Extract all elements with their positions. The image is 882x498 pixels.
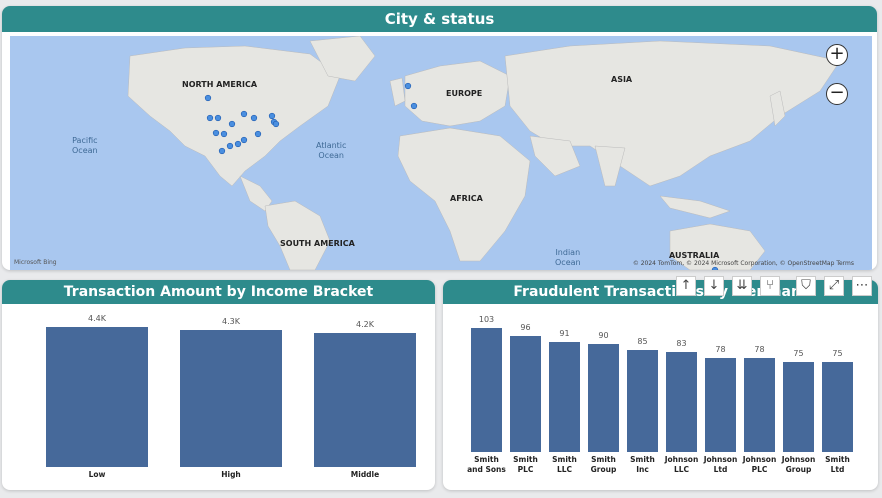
data-label: 4.3K bbox=[222, 317, 240, 327]
down-arrow-icon[interactable]: ↓ bbox=[704, 276, 724, 296]
map-visual[interactable]: City & status NO bbox=[2, 6, 877, 270]
data-label: 90 bbox=[598, 330, 609, 340]
map-point[interactable] bbox=[204, 94, 212, 102]
income-chart-title: Transaction Amount by Income Bracket bbox=[2, 280, 435, 304]
continent-label: NORTH AMERICA bbox=[182, 80, 258, 89]
data-label: 91 bbox=[559, 329, 570, 339]
bing-logo: Microsoft Bing bbox=[14, 259, 57, 266]
continent-label: ASIA bbox=[611, 75, 633, 84]
category-label: Smith PLC bbox=[513, 455, 538, 474]
category-label: Middle bbox=[350, 470, 380, 479]
map-point[interactable] bbox=[214, 114, 222, 122]
bar[interactable] bbox=[46, 327, 148, 467]
ocean-label-indian: Indian Ocean bbox=[555, 248, 581, 267]
data-label: 4.4K bbox=[88, 314, 106, 323]
map-point[interactable] bbox=[711, 266, 719, 270]
category-label: Johnson LLC bbox=[664, 455, 699, 474]
continent-label: SOUTH AMERICA bbox=[280, 239, 355, 248]
focus-icon[interactable]: ⤢ bbox=[824, 276, 844, 296]
more-icon[interactable]: ⋯ bbox=[852, 276, 872, 296]
map-point[interactable] bbox=[404, 82, 412, 90]
category-label: Johnson PLC bbox=[742, 455, 777, 474]
continent-label: AUSTRALIA bbox=[669, 251, 720, 260]
data-label: 4.2K bbox=[356, 320, 374, 330]
up-arrow-icon[interactable]: ↑ bbox=[676, 276, 696, 296]
map-point[interactable] bbox=[250, 114, 258, 122]
filter-icon[interactable]: ⛉ bbox=[796, 276, 816, 296]
map-point[interactable] bbox=[226, 142, 234, 150]
category-label: Low bbox=[88, 470, 106, 479]
continent-label: EUROPE bbox=[446, 89, 483, 98]
category-label: Johnson Group bbox=[781, 455, 816, 474]
bar[interactable] bbox=[510, 336, 541, 452]
bar[interactable] bbox=[549, 342, 580, 452]
data-label: 78 bbox=[754, 345, 765, 355]
ocean-label-pacific: Pacific Ocean bbox=[72, 136, 98, 155]
bar[interactable] bbox=[783, 361, 814, 452]
category-label: Johnson Ltd bbox=[703, 455, 738, 474]
map-point[interactable] bbox=[234, 140, 242, 148]
bar[interactable] bbox=[666, 352, 697, 452]
data-label: 78 bbox=[715, 345, 726, 355]
map-attribution[interactable]: © 2024 TomTom, © 2024 Microsoft Corporat… bbox=[632, 260, 854, 267]
fork-icon[interactable]: ⑂ bbox=[760, 276, 780, 296]
data-label: 85 bbox=[637, 336, 648, 346]
map-point[interactable] bbox=[240, 110, 248, 118]
map-point[interactable] bbox=[218, 147, 226, 155]
data-label: 103 bbox=[478, 315, 495, 324]
map-point[interactable] bbox=[212, 129, 220, 137]
ocean-label-atlantic: Atlantic Ocean bbox=[316, 141, 347, 160]
double-down-icon[interactable]: ⇊ bbox=[732, 276, 752, 296]
income-bracket-chart[interactable]: Transaction Amount by Income Bracket 4.4… bbox=[2, 280, 435, 490]
zoom-in-button[interactable]: + bbox=[826, 44, 848, 66]
bar[interactable] bbox=[314, 333, 416, 467]
category-label: Smith Ltd bbox=[825, 455, 850, 474]
fraud-merchant-chart[interactable]: Fraudulent Transactions by Merchant 103 S… bbox=[443, 280, 878, 490]
map-point[interactable] bbox=[272, 120, 280, 128]
bar[interactable] bbox=[744, 358, 775, 452]
bar[interactable] bbox=[705, 358, 736, 452]
category-label: High bbox=[221, 470, 241, 479]
zoom-out-button[interactable]: − bbox=[826, 83, 848, 105]
map-point[interactable] bbox=[268, 112, 276, 120]
data-label: 75 bbox=[832, 348, 843, 358]
bar[interactable] bbox=[822, 361, 853, 452]
category-label: Smith LLC bbox=[552, 455, 577, 474]
bar[interactable] bbox=[471, 328, 502, 452]
map-title: City & status bbox=[2, 6, 877, 32]
data-label: 75 bbox=[793, 348, 804, 358]
map-point[interactable] bbox=[254, 130, 262, 138]
data-label: 96 bbox=[520, 323, 531, 333]
category-label: Smith Inc bbox=[630, 455, 655, 474]
world-map[interactable]: NORTH AMERICA EUROPE ASIA AFRICA SOUTH A… bbox=[10, 36, 872, 270]
bar[interactable] bbox=[627, 349, 658, 452]
map-land-shapes bbox=[127, 36, 841, 270]
map-points-layer bbox=[204, 82, 719, 270]
map-point[interactable] bbox=[206, 114, 214, 122]
map-point[interactable] bbox=[228, 120, 236, 128]
map-point[interactable] bbox=[240, 136, 248, 144]
data-label: 83 bbox=[676, 339, 687, 349]
bar[interactable] bbox=[588, 343, 619, 452]
category-label: Smith and Sons bbox=[467, 455, 506, 474]
map-point[interactable] bbox=[410, 102, 418, 110]
bar[interactable] bbox=[180, 330, 282, 467]
map-point[interactable] bbox=[220, 130, 228, 138]
continent-label: AFRICA bbox=[450, 194, 483, 203]
category-label: Smith Group bbox=[590, 455, 617, 474]
